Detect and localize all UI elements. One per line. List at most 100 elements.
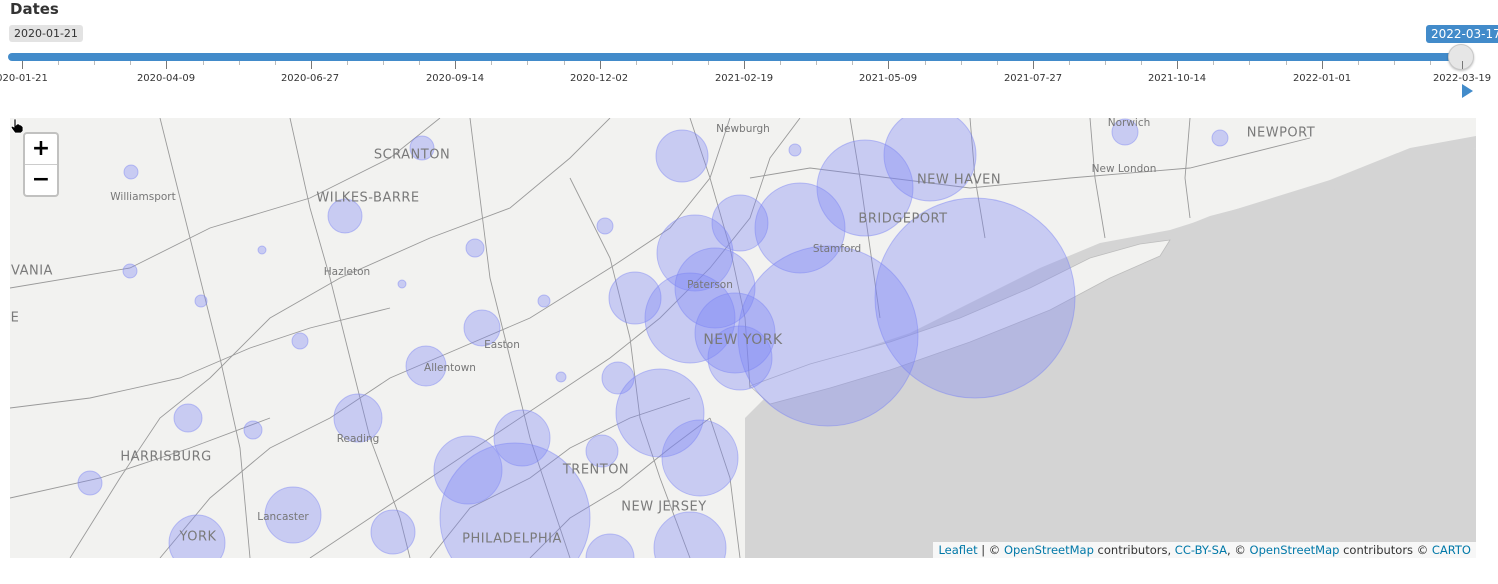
tick-mark: [924, 61, 926, 65]
marker[interactable]: [123, 164, 139, 180]
marker[interactable]: [493, 409, 551, 467]
tick-label: 2020-04-09: [136, 73, 196, 84]
tick-mark: [58, 61, 60, 65]
marker[interactable]: [264, 486, 322, 544]
zoom-control: + −: [23, 132, 59, 197]
place-label: BRIDGEPORT: [858, 211, 948, 227]
marker[interactable]: [585, 533, 635, 558]
marker[interactable]: [655, 129, 709, 183]
marker[interactable]: [333, 393, 383, 443]
marker[interactable]: [596, 217, 614, 235]
slider-track[interactable]: [8, 53, 1464, 61]
marker[interactable]: [168, 514, 226, 558]
marker[interactable]: [370, 509, 416, 555]
marker[interactable]: [327, 198, 363, 234]
map-attribution: Leaflet | © OpenStreetMap contributors, …: [933, 542, 1476, 558]
marker[interactable]: [644, 272, 736, 364]
tick-mark: [996, 61, 998, 65]
place-label: Lancaster: [257, 511, 309, 523]
tick-mark: [238, 61, 240, 65]
tick-mark: [635, 61, 637, 65]
tick-mark: [455, 61, 457, 69]
tick-label: 2021-10-14: [1147, 73, 1207, 84]
marker[interactable]: [615, 368, 705, 458]
cc-by-sa-link[interactable]: CC-BY-SA: [1174, 543, 1228, 557]
slider-handle[interactable]: [1448, 44, 1474, 70]
zoom-in-button[interactable]: +: [25, 134, 57, 165]
tick-mark: [310, 61, 312, 69]
marker[interactable]: [537, 294, 551, 308]
marker[interactable]: [711, 194, 769, 252]
tick-mark: [1213, 61, 1215, 65]
tick-mark: [491, 61, 493, 65]
marker[interactable]: [653, 511, 727, 558]
marker[interactable]: [257, 245, 267, 255]
marker[interactable]: [754, 182, 846, 274]
marker[interactable]: [874, 197, 1076, 399]
marker[interactable]: [1111, 118, 1139, 146]
place-label: Easton: [484, 339, 520, 351]
tick-mark: [707, 61, 709, 65]
osm-link[interactable]: OpenStreetMap: [1003, 543, 1094, 557]
place-label: NEWPORT: [1246, 125, 1316, 141]
marker[interactable]: [122, 263, 138, 279]
place-label: HARRISBURG: [120, 449, 212, 465]
place-label: NEW HAVEN: [916, 172, 1002, 188]
marker[interactable]: [465, 238, 485, 258]
marker[interactable]: [291, 332, 309, 350]
marker[interactable]: [555, 371, 567, 383]
place-label: Norwich: [1107, 118, 1151, 129]
place-label: VANIA: [11, 263, 53, 279]
tick-mark: [888, 61, 890, 69]
attribution-text: contributors ©: [1339, 543, 1432, 557]
marker[interactable]: [77, 470, 103, 496]
marker[interactable]: [585, 434, 619, 468]
marker[interactable]: [694, 292, 776, 374]
long-island: [749, 239, 1171, 405]
marker[interactable]: [788, 143, 802, 157]
marker[interactable]: [1211, 129, 1229, 147]
play-icon[interactable]: [1462, 84, 1473, 98]
tick-mark: [1032, 61, 1034, 69]
leaflet-map[interactable]: SCRANTON WILKES-BARRE Williamsport Hazle…: [10, 118, 1476, 558]
attribution-text: | ©: [977, 543, 1004, 557]
marker[interactable]: [397, 279, 407, 289]
place-label: Stamford: [812, 243, 862, 255]
marker[interactable]: [243, 420, 263, 440]
marker[interactable]: [439, 442, 591, 558]
hand-cursor-icon: [10, 118, 24, 134]
marker[interactable]: [433, 435, 503, 505]
boundaries: [10, 118, 1311, 558]
marker[interactable]: [194, 294, 208, 308]
osm-link[interactable]: OpenStreetMap: [1249, 543, 1340, 557]
tick-mark: [816, 61, 818, 65]
place-label: TRENTON: [562, 462, 630, 478]
marker[interactable]: [674, 247, 756, 329]
zoom-out-button[interactable]: −: [31, 167, 51, 192]
carto-link[interactable]: CARTO: [1431, 543, 1471, 557]
marker[interactable]: [409, 135, 435, 161]
marker[interactable]: [816, 139, 914, 237]
marker[interactable]: [883, 118, 977, 202]
tick-mark: [1429, 61, 1431, 65]
tick-mark: [563, 61, 565, 65]
tick-mark: [1068, 61, 1070, 65]
marker[interactable]: [608, 271, 662, 325]
marker[interactable]: [173, 403, 203, 433]
marker[interactable]: [656, 214, 734, 292]
tick-label: 020-01-21: [0, 73, 48, 84]
tick-label: 2021-02-19: [714, 73, 774, 84]
attribution-text: contributors,: [1093, 543, 1175, 557]
marker[interactable]: [405, 345, 447, 387]
marker[interactable]: [661, 419, 739, 497]
marker[interactable]: [601, 361, 635, 395]
place-label: Paterson: [687, 279, 733, 291]
tick-mark: [94, 61, 96, 65]
marker[interactable]: [737, 245, 919, 427]
marker[interactable]: [463, 309, 501, 347]
tick-label: 2020-09-14: [425, 73, 485, 84]
leaflet-link[interactable]: Leaflet: [938, 543, 978, 557]
place-label: SCRANTON: [373, 147, 451, 163]
marker[interactable]: [707, 325, 773, 391]
tick-mark: [599, 61, 601, 69]
